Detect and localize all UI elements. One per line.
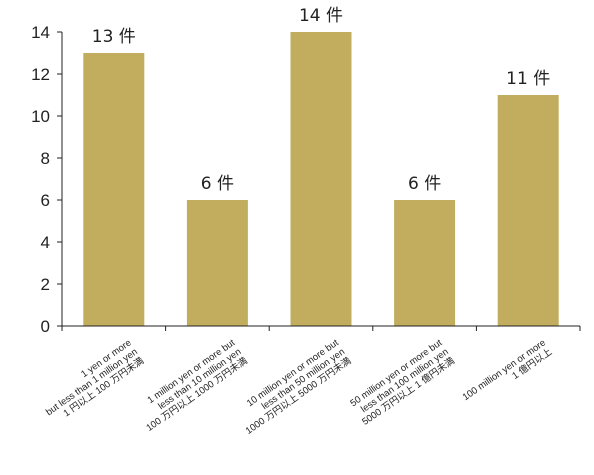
axes-group: [61, 32, 581, 331]
category-label: 1 million yen or more butless than 10 mi…: [132, 337, 250, 434]
y-ticks-group: 0 2 4 6 8 10 12 14: [31, 23, 62, 336]
data-labels-group: 13 件 6 件 14 件 6 件 11 件: [92, 6, 550, 194]
category-label-line: less than 50 million yen: [260, 346, 347, 412]
y-tick-label: 0: [41, 317, 50, 336]
data-label: 14 件: [299, 6, 343, 26]
category-label: 1 yen or morebut less than 1 million yen…: [38, 337, 147, 427]
category-label: 50 million yen or more butless than 100 …: [348, 337, 458, 428]
y-tick-label: 2: [41, 275, 50, 294]
bar: [83, 53, 145, 326]
data-label: 6 件: [408, 174, 441, 194]
category-label: 10 million yen or more butless than 50 m…: [231, 337, 354, 437]
y-tick-label: 4: [41, 233, 50, 252]
bar: [290, 32, 352, 326]
y-tick-label: 12: [31, 65, 50, 84]
y-tick-label: 14: [31, 23, 50, 42]
category-labels-group: 1 yen or morebut less than 1 million yen…: [38, 337, 555, 437]
data-label: 6 件: [201, 174, 234, 194]
data-label: 11 件: [506, 69, 550, 89]
category-label-line: but less than 1 million yen: [44, 346, 140, 418]
bar: [186, 200, 248, 326]
bars-group: [83, 32, 559, 326]
category-label-line: less than 100 million yen: [359, 346, 451, 415]
category-label: 100 million yen or more1 億円以上: [461, 337, 555, 412]
category-label-line: less than 10 million yen: [156, 346, 243, 412]
category-label-line: 100 million yen or more: [461, 337, 548, 403]
y-tick-label: 8: [41, 149, 50, 168]
data-label: 13 件: [92, 27, 136, 47]
y-tick-label: 6: [41, 191, 50, 210]
bar: [497, 95, 559, 326]
bar: [394, 200, 456, 326]
y-tick-label: 10: [31, 107, 50, 126]
